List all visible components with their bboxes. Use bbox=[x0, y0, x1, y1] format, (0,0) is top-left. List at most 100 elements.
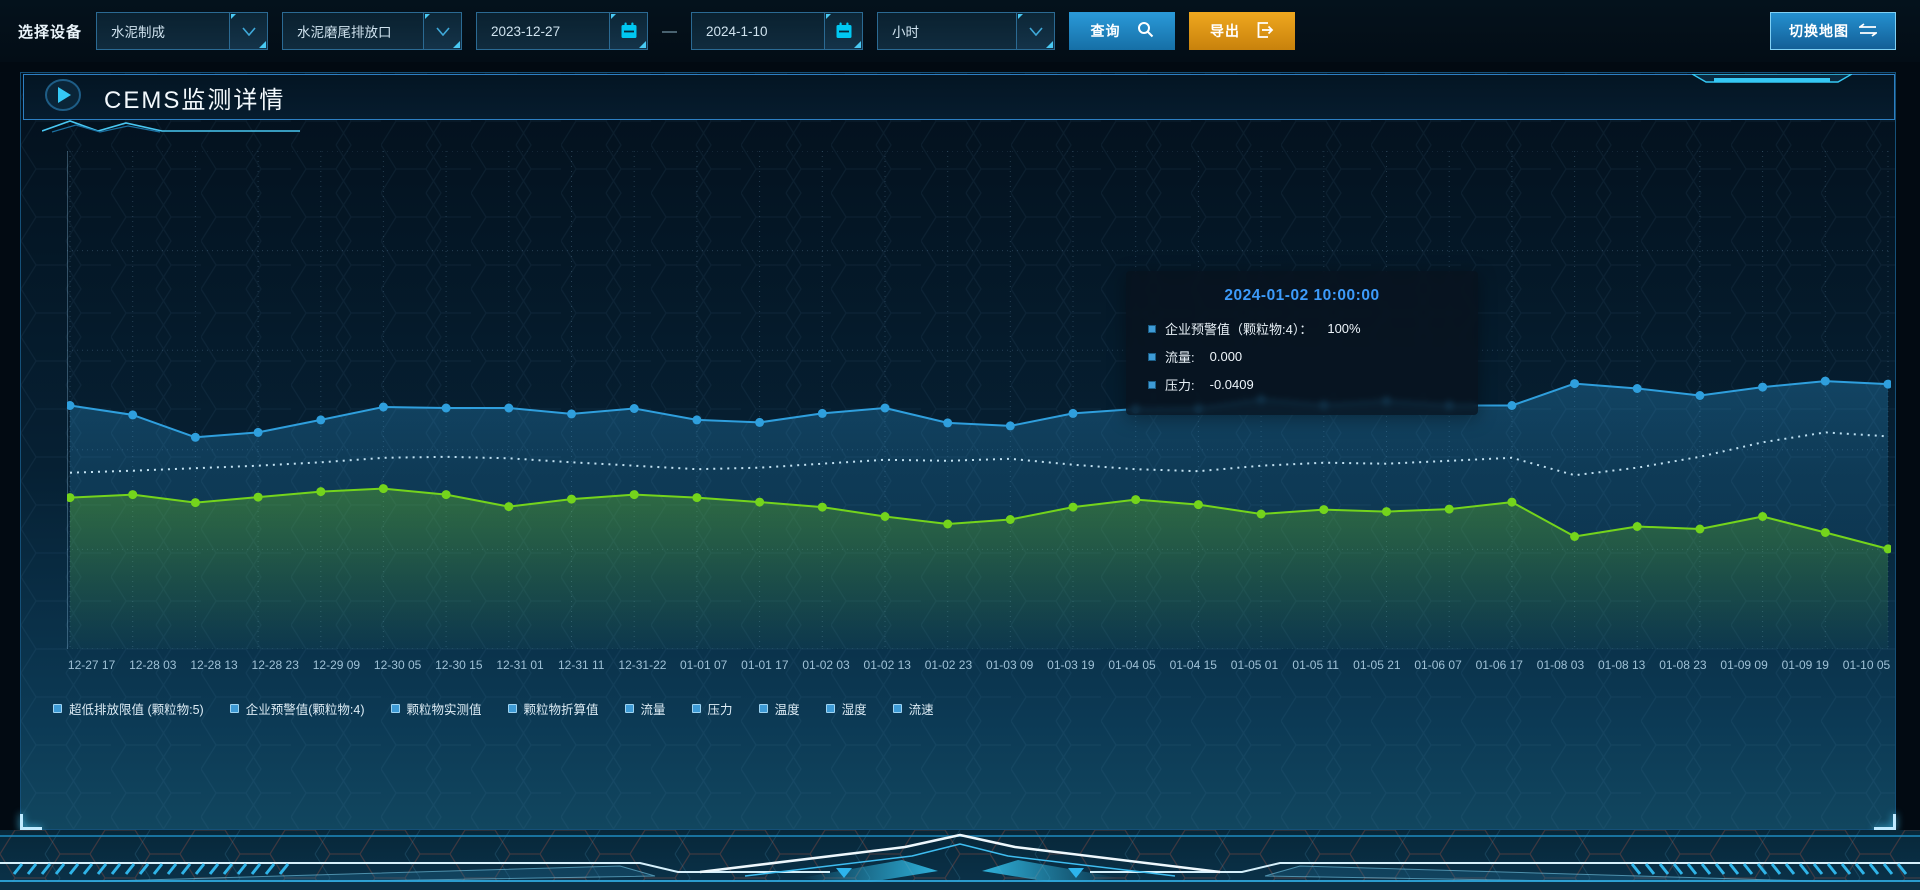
header-notch-decoration bbox=[1692, 74, 1852, 83]
calendar-icon[interactable] bbox=[824, 13, 863, 49]
x-axis-tick-label: 01-03 19 bbox=[1047, 658, 1095, 672]
chevron-down-icon[interactable] bbox=[229, 13, 268, 49]
x-axis-tick-label: 12-30 05 bbox=[373, 658, 422, 672]
tooltip-item-value: -0.0409 bbox=[1209, 377, 1254, 392]
tooltip-item-value: 100% bbox=[1327, 321, 1361, 336]
legend-label: 颗粒物实测值 bbox=[406, 703, 482, 717]
x-axis-tick-label: 01-09 19 bbox=[1781, 658, 1829, 672]
date-start-picker[interactable]: 2023-12-27 bbox=[476, 12, 649, 50]
panel-header: CEMS监测详情 bbox=[23, 74, 1895, 133]
device-select-value: 水泥制成 bbox=[111, 25, 166, 40]
legend-label: 温度 bbox=[774, 703, 800, 717]
x-axis-tick-label: 01-03 09 bbox=[985, 658, 1034, 672]
tooltip-series-marker-icon bbox=[1148, 352, 1156, 361]
outlet-select-value: 水泥磨尾排放口 bbox=[297, 25, 392, 40]
x-axis-tick-label: 12-29 09 bbox=[312, 658, 361, 672]
x-axis-tick-label: 01-08 03 bbox=[1536, 658, 1585, 672]
legend-label: 流速 bbox=[908, 703, 934, 717]
tooltip-item: 流量: 0.000 bbox=[1148, 347, 1456, 366]
switch-map-button[interactable]: 切换地图 bbox=[1770, 12, 1896, 50]
query-button[interactable]: 查询 bbox=[1069, 12, 1176, 50]
tooltip-series-marker-icon bbox=[1148, 324, 1156, 333]
export-button[interactable]: 导出 bbox=[1189, 12, 1296, 50]
legend-label: 压力 bbox=[707, 703, 733, 717]
legend-label: 湿度 bbox=[841, 703, 867, 717]
cems-detail-panel: CEMS监测详情 12-27 17 12-28 03 12-28 13 12-28 2… bbox=[20, 72, 1896, 830]
x-axis-tick-label: 12-31 01 bbox=[496, 658, 544, 672]
legend-marker-icon bbox=[229, 704, 239, 713]
tooltip-series-marker-icon bbox=[1148, 380, 1156, 389]
legend-marker-icon bbox=[691, 704, 701, 713]
legend-item[interactable]: 企业预警值(颗粒物:4) bbox=[229, 699, 365, 718]
top-toolbar: 选择设备 水泥制成 水泥磨尾排放口 2023-12-27 — 2024-1-10 bbox=[0, 0, 1920, 62]
header-zigzag-decoration bbox=[42, 120, 300, 133]
tooltip-item: 压力: -0.0409 bbox=[1148, 375, 1456, 394]
x-axis-tick-label: 01-04 05 bbox=[1108, 658, 1156, 672]
legend-item[interactable]: 流速 bbox=[892, 699, 934, 718]
x-axis-tick-label: 01-02 23 bbox=[924, 658, 973, 672]
tooltip-timestamp: 2024-01-02 10:00:00 bbox=[1224, 287, 1380, 304]
legend-item[interactable]: 颗粒物实测值 bbox=[390, 699, 482, 718]
x-axis-tick-label: 01-04 15 bbox=[1169, 658, 1217, 672]
panel-corner-accent bbox=[20, 814, 42, 830]
search-icon bbox=[1137, 21, 1154, 41]
interval-select[interactable]: 小时 bbox=[877, 12, 1056, 50]
outlet-select[interactable]: 水泥磨尾排放口 bbox=[282, 12, 463, 50]
legend-label: 流量 bbox=[640, 703, 666, 717]
date-end-picker[interactable]: 2024-1-10 bbox=[691, 12, 864, 50]
legend-item[interactable]: 超低排放限值 (颗粒物:5) bbox=[53, 699, 204, 718]
x-axis-tick-label: 01-05 01 bbox=[1230, 658, 1279, 672]
x-axis-labels: 12-27 17 12-28 03 12-28 13 12-28 23 12-29 09… bbox=[61, 658, 1897, 672]
tooltip-item-label: 企业预警值（颗粒物:4）： bbox=[1165, 322, 1313, 337]
legend-marker-icon bbox=[53, 704, 62, 713]
x-axis-tick-label: 12-28 13 bbox=[190, 658, 238, 672]
legend-label: 颗粒物折算值 bbox=[523, 703, 599, 717]
footer-decoration bbox=[0, 830, 1920, 890]
select-device-label: 选择设备 bbox=[18, 23, 83, 41]
x-axis-tick-label: 01-08 13 bbox=[1597, 658, 1646, 672]
legend-marker-icon bbox=[507, 704, 517, 713]
legend-item[interactable]: 压力 bbox=[691, 699, 733, 718]
x-axis-tick-label: 12-27 17 bbox=[67, 658, 116, 672]
x-axis-tick-label: 01-05 11 bbox=[1292, 658, 1339, 672]
tooltip-item-label: 压力: bbox=[1165, 378, 1195, 393]
x-axis-tick-label: 12-28 23 bbox=[251, 658, 299, 672]
calendar-icon[interactable] bbox=[609, 13, 648, 49]
panel-corner-accent bbox=[1874, 814, 1896, 830]
date-start-value: 2023-12-27 bbox=[491, 23, 561, 39]
x-axis-tick-label: 01-10 05 bbox=[1842, 658, 1891, 672]
chart-legend: 超低排放限值 (颗粒物:5) 企业预警值(颗粒物:4) 颗粒物实测值 颗粒物折算值 流量… bbox=[53, 699, 960, 718]
x-axis-tick-label: 01-08 23 bbox=[1659, 658, 1707, 672]
tooltip-item-value: 0.000 bbox=[1209, 349, 1243, 364]
date-range-separator: — bbox=[662, 22, 678, 40]
legend-item[interactable]: 颗粒物折算值 bbox=[507, 699, 599, 718]
switch-map-label: 切换地图 bbox=[1789, 23, 1849, 39]
legend-item[interactable]: 温度 bbox=[758, 699, 800, 718]
tooltip-item-label: 流量: bbox=[1165, 350, 1195, 365]
x-axis-tick-label: 01-06 07 bbox=[1414, 658, 1462, 672]
device-select[interactable]: 水泥制成 bbox=[96, 12, 269, 50]
query-button-label: 查询 bbox=[1090, 23, 1121, 39]
chart-tooltip: 2024-01-02 10:00:00 企业预警值（颗粒物:4）： 100% 流量:… bbox=[1126, 271, 1478, 415]
cems-line-chart[interactable] bbox=[65, 150, 1893, 650]
x-axis-tick-label: 01-02 13 bbox=[863, 658, 911, 672]
legend-item[interactable]: 湿度 bbox=[825, 699, 867, 718]
legend-item[interactable]: 流量 bbox=[624, 699, 666, 718]
chevron-down-icon[interactable] bbox=[1016, 13, 1055, 49]
legend-label: 超低排放限值 (颗粒物:5) bbox=[69, 703, 204, 717]
date-end-value: 2024-1-10 bbox=[706, 23, 768, 39]
export-button-label: 导出 bbox=[1210, 23, 1241, 39]
interval-select-value: 小时 bbox=[892, 25, 920, 40]
x-axis-tick-label: 01-06 17 bbox=[1475, 658, 1523, 672]
legend-marker-icon bbox=[825, 704, 835, 713]
legend-marker-icon bbox=[892, 704, 902, 713]
legend-marker-icon bbox=[758, 704, 768, 713]
swap-arrows-icon bbox=[1857, 22, 1879, 40]
x-axis-tick-label: 01-01 17 bbox=[741, 658, 789, 672]
chevron-down-icon[interactable] bbox=[423, 13, 462, 49]
legend-marker-icon bbox=[390, 704, 400, 713]
x-axis-tick-label: 12-30 15 bbox=[435, 658, 483, 672]
x-axis-tick-label: 01-01 07 bbox=[679, 658, 728, 672]
x-axis-tick-label: 12-31-22 bbox=[618, 658, 667, 672]
page-title: CEMS监测详情 bbox=[104, 86, 286, 114]
